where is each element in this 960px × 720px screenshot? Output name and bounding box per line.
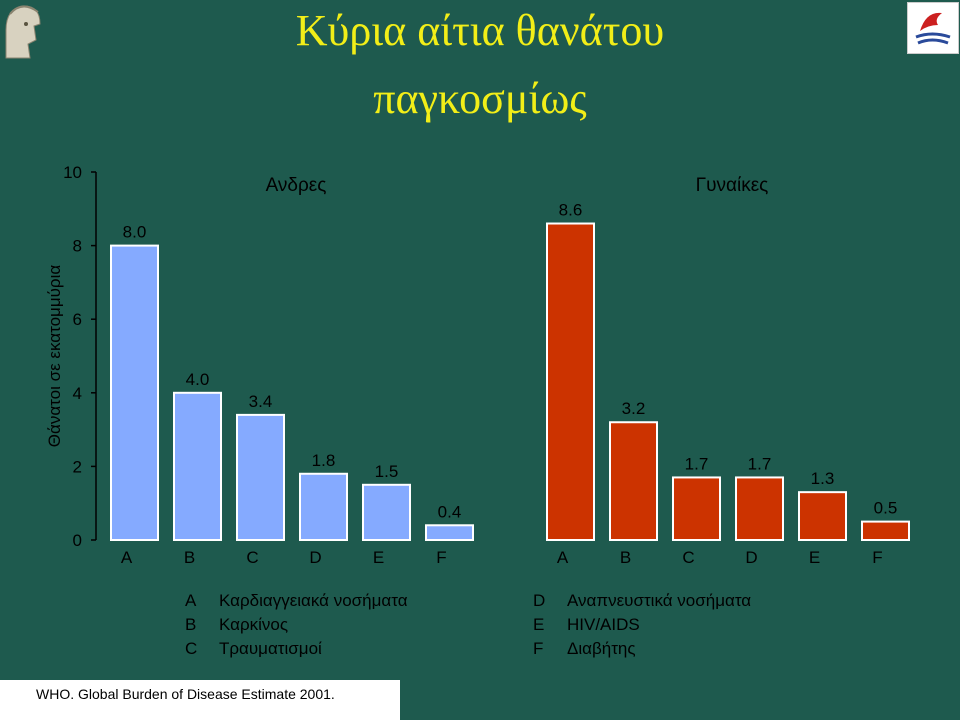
bar-value-label: 0.5 (874, 499, 898, 518)
bar-value-label: 0.4 (438, 502, 462, 521)
x-category-label: C (246, 548, 258, 567)
y-tick-label: 2 (73, 457, 82, 476)
x-category-label: E (373, 548, 384, 567)
x-category-label: D (745, 548, 757, 567)
legend-right-column: D Αναπνευστικά νοσήματα E HIV/AIDS F Διαβήτ… (533, 589, 751, 661)
bar (299, 472, 348, 542)
y-tick-label: 10 (63, 163, 82, 182)
bar-value-label: 1.5 (375, 462, 399, 481)
x-category-label: B (184, 548, 195, 567)
legend-left-column: A Καρδιαγγειακά νοσήματα B Καρκίνος C Τραυμ… (185, 589, 408, 661)
bar-value-label: 4.0 (186, 370, 210, 389)
legend-item-e: E HIV/AIDS (533, 615, 640, 634)
y-tick-label: 4 (73, 384, 82, 403)
legend-item-d: D Αναπνευστικά νοσήματα (533, 591, 752, 610)
bar (425, 524, 474, 542)
y-tick-label: 8 (73, 237, 82, 256)
legend-item-c: C Τραυματισμοί (185, 639, 322, 658)
x-category-label: D (309, 548, 321, 567)
x-category-label: E (809, 548, 820, 567)
bar (362, 483, 411, 541)
source-text: WHO. Global Burden of Disease Estimate 2… (36, 686, 335, 702)
legend-item-f: F Διαβήτης (533, 639, 636, 658)
page-title-line2: παγκοσμίως (373, 74, 587, 123)
bar-value-label: 1.8 (312, 451, 336, 470)
bar (110, 244, 159, 541)
bar (236, 413, 285, 542)
bar-chart: 0 2 4 6 8 10 Θάνατοι σε εκατομμύρια Ανδρες 8.0 A… (45, 163, 910, 567)
bar-value-label: 8.0 (123, 223, 147, 242)
x-category-label: B (620, 548, 631, 567)
x-category-label: F (436, 548, 446, 567)
bar (672, 476, 721, 542)
x-category-label: C (682, 548, 694, 567)
x-category-label: A (121, 548, 133, 567)
bar-value-label: 3.2 (622, 399, 646, 418)
organization-logo-icon (907, 2, 959, 54)
bar-value-label: 1.7 (748, 454, 772, 473)
y-axis-label: Θάνατοι σε εκατομμύρια (45, 265, 64, 448)
series-name-label: Γυναίκες (696, 175, 769, 196)
series-name-label: Ανδρες (266, 175, 327, 196)
bar-value-label: 3.4 (249, 392, 273, 411)
bar-value-label: 1.3 (811, 469, 835, 488)
bar-value-label: 8.6 (559, 201, 583, 220)
page-title-line1: Κύρια αίτια θανάτου (295, 6, 665, 55)
legend-item-a: A Καρδιαγγειακά νοσήματα (185, 591, 408, 610)
helmet-logo-icon (0, 0, 45, 62)
bar (798, 491, 847, 542)
bar (861, 520, 910, 541)
bar (173, 391, 222, 541)
bar-value-label: 1.7 (685, 454, 709, 473)
y-tick-label: 6 (73, 310, 82, 329)
y-tick-label: 0 (73, 531, 82, 550)
legend-item-b: B Καρκίνος (185, 615, 289, 634)
source-footer: WHO. Global Burden of Disease Estimate 2… (0, 680, 400, 720)
bar (609, 421, 658, 541)
bar (735, 476, 784, 542)
x-category-label: A (557, 548, 569, 567)
bar (546, 222, 595, 542)
x-category-label: F (872, 548, 882, 567)
